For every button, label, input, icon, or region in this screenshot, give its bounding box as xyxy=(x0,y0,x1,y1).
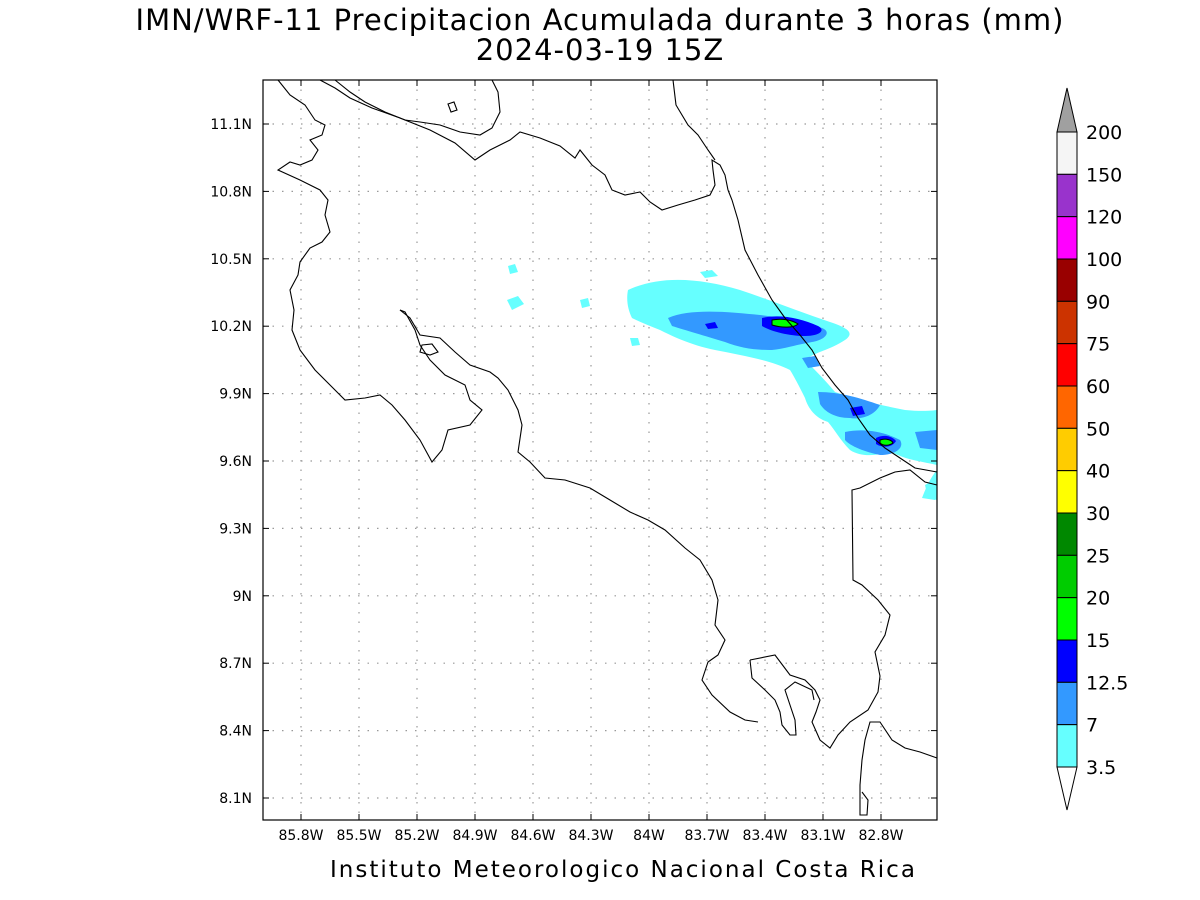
lon-tick-label: 85.5W xyxy=(336,828,381,844)
colorbar-swatch xyxy=(1056,512,1078,556)
lat-tick-label: 10.5N xyxy=(210,252,252,268)
colorbar-swatch xyxy=(1056,131,1078,175)
coastlines xyxy=(276,79,938,816)
colorbar-label: 120 xyxy=(1086,207,1122,229)
colorbar-min-arrow xyxy=(1056,766,1078,811)
lon-tick-label: 85.8W xyxy=(278,828,323,844)
colorbar-swatch xyxy=(1056,216,1078,260)
lat-tick-label: 9.6N xyxy=(219,454,252,470)
lon-tick-label: 83.4W xyxy=(742,828,787,844)
lon-tick-labels: 85.8W 85.5W 85.2W 84.9W 84.6W 84.3W 84W 83.7W 83… xyxy=(278,828,903,844)
lat-tick-labels: 11.1N 10.8N 10.5N 10.2N 9.9N 9.6N 9.3N 9N 8.7N 8.… xyxy=(210,117,252,807)
colorbar-label: 150 xyxy=(1086,164,1122,186)
lon-tick-label: 83.1W xyxy=(800,828,845,844)
colorbar-swatch xyxy=(1056,343,1078,387)
precip-3.5-7mm xyxy=(507,264,937,500)
lat-tick-label: 8.4N xyxy=(219,724,252,740)
map-frame xyxy=(262,79,938,821)
colorbar-label: 100 xyxy=(1086,249,1122,271)
colorbar-label: 50 xyxy=(1086,418,1110,440)
colorbar-label: 25 xyxy=(1086,545,1110,567)
lat-tick-label: 11.1N xyxy=(210,117,252,133)
map-title: IMN/WRF-11 Precipitacion Acumulada duran… xyxy=(135,3,1065,37)
lat-tick-label: 8.7N xyxy=(219,656,252,672)
colorbar-label: 40 xyxy=(1086,461,1110,483)
colorbar-label: 15 xyxy=(1086,630,1110,652)
lat-tick-label: 9N xyxy=(233,589,252,605)
colorbar-legend: 200 150 120 100 90 75 60 50 40 30 25 20 15 12.5 7 3.5 xyxy=(1056,87,1128,811)
colorbar-label: 90 xyxy=(1086,291,1110,313)
colorbar-max-arrow xyxy=(1056,87,1078,133)
lon-tick-label: 84.9W xyxy=(452,828,497,844)
colorbar-swatch xyxy=(1056,597,1078,641)
gridlines xyxy=(263,80,937,820)
colorbar-swatch xyxy=(1056,258,1078,302)
lon-tick-label: 83.7W xyxy=(684,828,729,844)
lat-tick-label: 9.3N xyxy=(219,521,252,537)
colorbar-swatch xyxy=(1056,681,1078,726)
precipitation-field xyxy=(507,264,937,500)
colorbar-label: 60 xyxy=(1086,376,1110,398)
lon-tick-label: 82.8W xyxy=(858,828,903,844)
lon-tick-label: 85.2W xyxy=(394,828,439,844)
colorbar-label: 7 xyxy=(1086,715,1098,737)
lat-tick-label: 10.2N xyxy=(210,319,252,335)
lon-tick-label: 84.3W xyxy=(568,828,613,844)
colorbar-swatch xyxy=(1056,300,1078,345)
colorbar-swatch xyxy=(1056,554,1078,599)
lat-tick-label: 9.9N xyxy=(219,387,252,403)
lat-tick-label: 8.1N xyxy=(219,791,252,807)
colorbar-label: 12.5 xyxy=(1086,672,1128,694)
colorbar-swatch xyxy=(1056,470,1078,514)
axis-ticks xyxy=(263,80,937,820)
colorbar-label: 75 xyxy=(1086,334,1110,356)
footer-credit: Instituto Meteorologico Nacional Costa R… xyxy=(330,857,917,883)
colorbar-label: 200 xyxy=(1086,122,1122,144)
colorbar-swatch xyxy=(1056,385,1078,429)
colorbar-swatch xyxy=(1056,639,1078,683)
lon-tick-label: 84.6W xyxy=(510,828,555,844)
colorbar-swatch xyxy=(1056,173,1078,218)
lon-tick-label: 84W xyxy=(633,828,665,844)
map-subtitle-date: 2024-03-19 15Z xyxy=(475,33,725,67)
colorbar-swatch xyxy=(1056,427,1078,472)
colorbar-label: 20 xyxy=(1086,588,1110,610)
colorbar-swatch xyxy=(1056,724,1078,768)
colorbar-label: 30 xyxy=(1086,503,1110,525)
lat-tick-label: 10.8N xyxy=(210,184,252,200)
colorbar-label: 3.5 xyxy=(1086,757,1116,779)
